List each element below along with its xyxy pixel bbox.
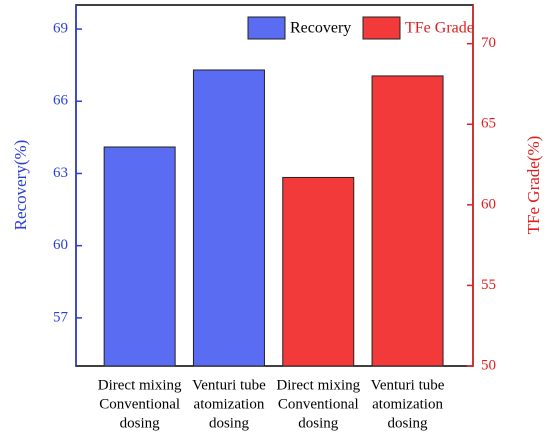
x-tick-label: dosing	[388, 415, 429, 431]
y-tick-label: 63	[53, 165, 68, 181]
y2-axis-label: TFe Grade(%)	[524, 136, 543, 235]
x-tick-label: Direct mixing	[276, 377, 360, 393]
x-tick-label: atomization	[194, 396, 265, 412]
legend-swatch	[247, 16, 286, 40]
y-tick-label: 69	[53, 21, 68, 37]
bar	[282, 176, 355, 367]
x-tick-label: atomization	[372, 396, 443, 412]
x-tick-label: Conventional	[99, 396, 180, 412]
y2-tick-label: 60	[481, 196, 496, 212]
y-tick-label: 57	[53, 309, 69, 325]
x-tick-label: Direct mixing	[98, 377, 182, 393]
y-axis-label: Recovery(%)	[11, 140, 30, 231]
bar	[371, 75, 444, 367]
x-tick-label: dosing	[120, 415, 161, 431]
x-tick-label: dosing	[209, 415, 250, 431]
x-tick-label: Venturi tube	[192, 377, 266, 393]
legend-label: Recovery	[290, 20, 351, 37]
bar	[192, 69, 265, 367]
y2-tick-label: 55	[481, 277, 496, 293]
legend-swatch	[362, 16, 401, 40]
bar	[103, 146, 176, 367]
y2-tick-label: 70	[481, 35, 496, 51]
x-tick-label: Conventional	[278, 396, 359, 412]
y2-tick-label: 50	[481, 357, 496, 373]
x-tick-label: dosing	[298, 415, 339, 431]
y-tick-label: 60	[53, 237, 68, 253]
legend-label: TFe Grade	[405, 20, 474, 37]
y2-tick-label: 65	[481, 116, 496, 132]
y-tick-label: 66	[53, 93, 69, 109]
x-tick-label: Venturi tube	[371, 377, 445, 393]
